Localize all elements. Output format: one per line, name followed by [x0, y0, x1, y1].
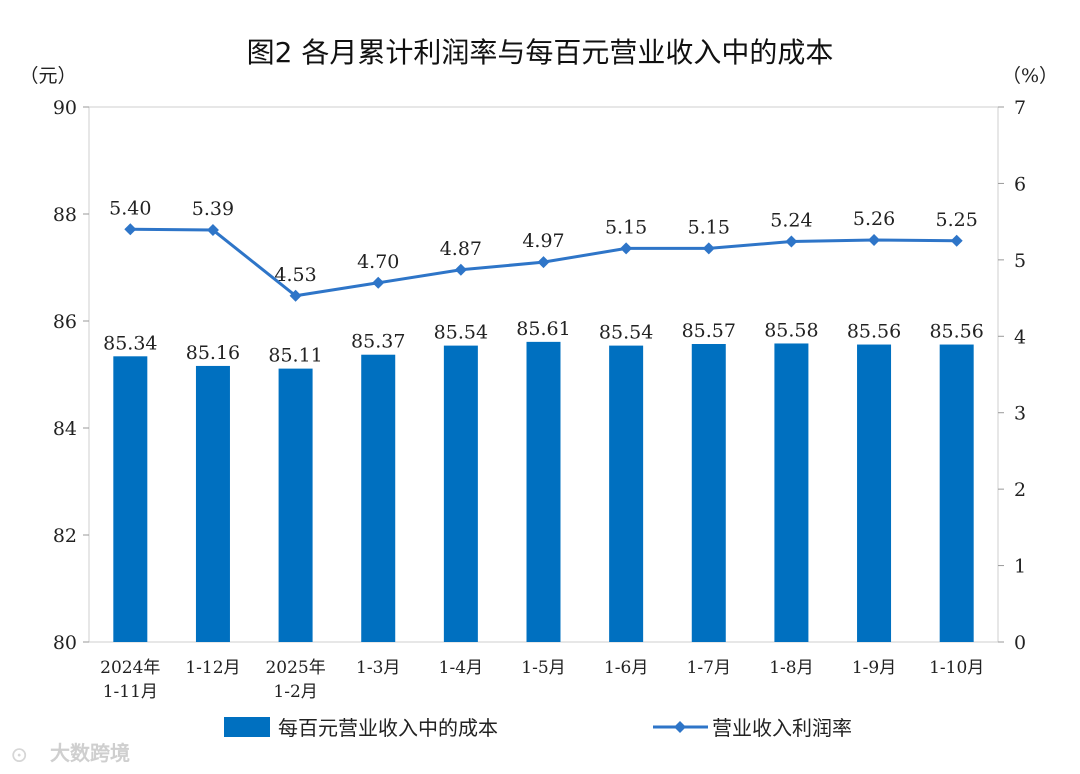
line-point-marker — [124, 223, 137, 236]
legend-line-label: 营业收入利润率 — [712, 716, 852, 740]
left-axis-tick-label: 82 — [53, 525, 77, 547]
bar-mark — [526, 341, 561, 642]
x-axis-category-label: 1-12月 — [185, 658, 240, 678]
bar-data-label: 85.34 — [103, 332, 157, 354]
left-axis-unit: （元） — [19, 65, 76, 87]
legend-bar-swatch — [224, 717, 270, 737]
bar-data-label: 85.54 — [599, 322, 653, 344]
line-data-label: 5.25 — [936, 209, 978, 231]
legend-bar-label: 每百元营业收入中的成本 — [278, 716, 498, 740]
bar-data-label: 85.37 — [351, 331, 405, 353]
left-axis-tick-label: 84 — [53, 418, 77, 440]
bar-mark — [278, 368, 313, 642]
x-axis-category-label: 1-10月 — [929, 658, 984, 678]
left-axis-tick-label: 86 — [53, 311, 77, 333]
line-point-marker — [372, 276, 385, 289]
line-point-marker — [950, 234, 963, 247]
right-axis-unit: （%） — [1002, 65, 1058, 87]
bar-mark — [443, 345, 478, 642]
x-axis-category-label: 1-9月 — [852, 658, 896, 678]
legend-line-marker — [674, 721, 686, 733]
line-data-label: 5.26 — [853, 208, 895, 230]
line-point-marker — [537, 256, 550, 269]
bar-mark — [774, 343, 809, 642]
line-data-label: 4.70 — [357, 251, 399, 273]
line-data-label: 5.15 — [605, 216, 647, 238]
bar-data-label: 85.54 — [434, 322, 488, 344]
right-axis-tick-label: 4 — [1014, 326, 1026, 348]
x-axis-category-label: 1-5月 — [521, 658, 565, 678]
bar-mark — [113, 356, 148, 642]
bar-mark — [939, 344, 974, 642]
watermark-text: 大数跨境 — [50, 741, 130, 765]
x-axis-category-label: 2024年 — [100, 658, 160, 678]
x-axis-category-label: 1-2月 — [273, 682, 317, 702]
bar-data-label: 85.16 — [186, 342, 240, 364]
right-axis-tick-label: 2 — [1014, 479, 1026, 501]
line-point-marker — [454, 263, 467, 276]
line-data-label: 5.39 — [192, 198, 234, 220]
bar-mark — [691, 344, 726, 642]
line-point-marker — [289, 289, 302, 302]
x-axis-category-label: 1-3月 — [356, 658, 400, 678]
right-axis-tick-label: 6 — [1014, 173, 1026, 195]
left-axis-tick-label: 90 — [53, 97, 77, 119]
line-point-marker — [785, 235, 798, 248]
bar-mark — [361, 354, 396, 642]
right-axis-tick-label: 5 — [1014, 250, 1026, 272]
bar-data-label: 85.57 — [682, 320, 736, 342]
bar-data-label: 85.58 — [764, 319, 818, 341]
line-data-label: 5.40 — [109, 197, 151, 219]
line-data-label: 4.53 — [274, 264, 316, 286]
bar-data-label: 85.56 — [929, 321, 983, 343]
x-axis-category-label: 2025年 — [265, 658, 325, 678]
line-data-label: 5.15 — [688, 216, 730, 238]
bar-mark — [609, 345, 644, 642]
line-point-marker — [620, 242, 633, 255]
bar-data-label: 85.61 — [516, 318, 570, 340]
chart-title: 图2 各月累计利润率与每百元营业收入中的成本 — [247, 36, 834, 69]
right-axis-tick-label: 0 — [1014, 632, 1026, 654]
bar-mark — [857, 344, 892, 642]
right-axis-tick-label: 3 — [1014, 403, 1026, 425]
x-axis-category-label: 1-11月 — [103, 682, 158, 702]
left-axis-tick-label: 80 — [53, 632, 77, 654]
x-axis-category-label: 1-4月 — [439, 658, 483, 678]
bar-mark — [195, 365, 230, 642]
x-axis-category-label: 1-6月 — [604, 658, 648, 678]
line-data-label: 4.97 — [522, 230, 564, 252]
x-axis-category-label: 1-8月 — [769, 658, 813, 678]
bar-data-label: 85.56 — [847, 321, 901, 343]
line-point-marker — [702, 242, 715, 255]
line-data-label: 5.24 — [770, 210, 812, 232]
x-axis-category-label: 1-7月 — [687, 658, 731, 678]
right-axis-tick-label: 7 — [1014, 97, 1026, 119]
right-axis-tick-label: 1 — [1014, 556, 1026, 578]
line-data-label: 4.87 — [440, 238, 482, 260]
line-point-marker — [206, 224, 219, 237]
left-axis-tick-label: 88 — [53, 204, 77, 226]
watermark-logo-icon: ⊙ — [10, 743, 28, 768]
bar-data-label: 85.11 — [268, 345, 322, 367]
line-point-marker — [868, 233, 881, 246]
